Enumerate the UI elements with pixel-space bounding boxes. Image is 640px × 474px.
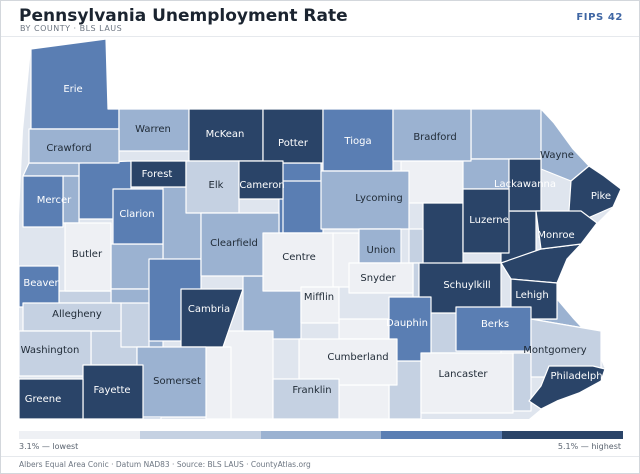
- county-cumberland[interactable]: [298, 338, 398, 386]
- county-label-lackawanna: Lackawanna: [494, 179, 556, 190]
- county-philadelphia[interactable]: [528, 365, 606, 410]
- county-clarion[interactable]: [112, 188, 164, 245]
- county-cambria[interactable]: [180, 288, 244, 348]
- county-label-elk: Elk: [209, 180, 224, 191]
- county-crawford[interactable]: [28, 128, 120, 164]
- unlabeled-county-21: [205, 346, 232, 420]
- unlabeled-county-29: [120, 302, 150, 348]
- legend-swatch-5: [502, 431, 623, 439]
- county-lycoming[interactable]: [320, 170, 410, 230]
- color-legend: [19, 431, 623, 439]
- county-mifflin[interactable]: [300, 286, 340, 324]
- county-label-franklin: Franklin: [292, 385, 331, 396]
- unlabeled-county-26: [338, 384, 390, 420]
- county-lancaster[interactable]: [420, 352, 514, 414]
- county-label-bradford: Bradford: [413, 132, 456, 143]
- unlabeled-county-22: [338, 318, 390, 340]
- county-label-cambria: Cambria: [188, 304, 230, 315]
- county-label-tioga: Tioga: [343, 136, 371, 147]
- county-label-monroe: Monroe: [537, 230, 574, 241]
- county-label-beaver: Beaver: [23, 278, 59, 289]
- county-label-union: Union: [367, 245, 396, 256]
- county-label-lancaster: Lancaster: [438, 369, 488, 380]
- county-bradford[interactable]: [392, 108, 472, 162]
- county-label-cameron: Cameron: [239, 180, 284, 191]
- county-label-erie: Erie: [63, 84, 82, 95]
- county-label-snyder: Snyder: [360, 273, 396, 284]
- county-label-fayette: Fayette: [93, 385, 130, 396]
- county-allegheny[interactable]: [22, 302, 122, 332]
- county-label-luzerne: Luzerne: [469, 215, 509, 226]
- fips-badge: FIPS 42: [576, 12, 623, 23]
- county-label-cumberland: Cumberland: [327, 352, 388, 363]
- county-label-dauphin: Dauphin: [386, 318, 428, 329]
- county-label-clarion: Clarion: [119, 209, 154, 220]
- legend-low-label: 3.1% — lowest: [19, 442, 79, 451]
- unlabeled-county-3: [22, 162, 80, 177]
- county-label-lehigh: Lehigh: [515, 290, 548, 301]
- unlabeled-county-10: [282, 180, 324, 234]
- page-subtitle: BY COUNTY · BLS LAUS: [20, 24, 123, 33]
- unlabeled-county-27: [512, 352, 532, 412]
- county-label-washington: Washington: [21, 345, 80, 356]
- county-franklin[interactable]: [272, 378, 340, 420]
- unlabeled-county-14: [422, 202, 464, 267]
- county-snyder[interactable]: [348, 262, 414, 294]
- county-label-potter: Potter: [278, 138, 309, 149]
- unlabeled-county-30: [58, 290, 112, 304]
- county-greene[interactable]: [18, 378, 84, 420]
- county-label-mercer: Mercer: [37, 195, 72, 206]
- map-footer: Albers Equal Area Conic · Datum NAD83 · …: [19, 460, 311, 469]
- legend-high-label: 5.1% — highest: [557, 442, 621, 451]
- unlabeled-county-12: [470, 108, 542, 160]
- county-label-warren: Warren: [135, 124, 171, 135]
- county-label-mifflin: Mifflin: [304, 292, 334, 303]
- county-label-wayne: Wayne: [540, 150, 574, 161]
- county-label-philadelphia: Philadelphia: [551, 371, 612, 382]
- choropleth-map: Erie Warren McKean Potter Tioga Bradford Crawf…: [18, 38, 622, 420]
- county-mercer[interactable]: [22, 175, 64, 228]
- footer-divider: [1, 456, 639, 457]
- county-luzerne[interactable]: [462, 188, 510, 254]
- county-label-centre: Centre: [282, 252, 315, 263]
- county-label-allegheny: Allegheny: [52, 309, 102, 320]
- county-label-forest: Forest: [142, 169, 173, 180]
- county-potter[interactable]: [262, 108, 324, 164]
- county-label-montgomery: Montgomery: [523, 345, 586, 356]
- unlabeled-county-11: [400, 160, 472, 204]
- county-regions: [18, 38, 622, 420]
- county-monroe[interactable]: [535, 210, 598, 250]
- legend-swatch-3: [260, 431, 382, 439]
- county-butler[interactable]: [64, 222, 112, 292]
- county-label-schuylkill: Schuylkill: [443, 280, 490, 291]
- legend-swatch-2: [139, 431, 261, 439]
- county-label-butler: Butler: [72, 249, 103, 260]
- unlabeled-county-17: [408, 228, 424, 264]
- county-cameron[interactable]: [238, 160, 284, 200]
- county-label-pike: Pike: [591, 191, 611, 202]
- county-label-somerset: Somerset: [153, 376, 201, 387]
- county-label-berks: Berks: [481, 319, 509, 330]
- county-label-greene: Greene: [25, 394, 61, 405]
- county-label-mckean: McKean: [206, 129, 245, 140]
- county-label-lycoming: Lycoming: [355, 193, 402, 204]
- county-label-clearfield: Clearfield: [210, 238, 258, 249]
- legend-swatch-4: [381, 431, 503, 439]
- legend-swatch-1: [19, 431, 140, 439]
- county-label-crawford: Crawford: [46, 143, 91, 154]
- page-title: Pennsylvania Unemployment Rate: [19, 6, 348, 26]
- unlabeled-county-23: [412, 262, 420, 298]
- county-wayne[interactable]: [540, 108, 590, 182]
- county-labels: Erie Warren McKean Potter Tioga Bradford Crawf…: [21, 84, 612, 405]
- header-divider: [1, 36, 639, 37]
